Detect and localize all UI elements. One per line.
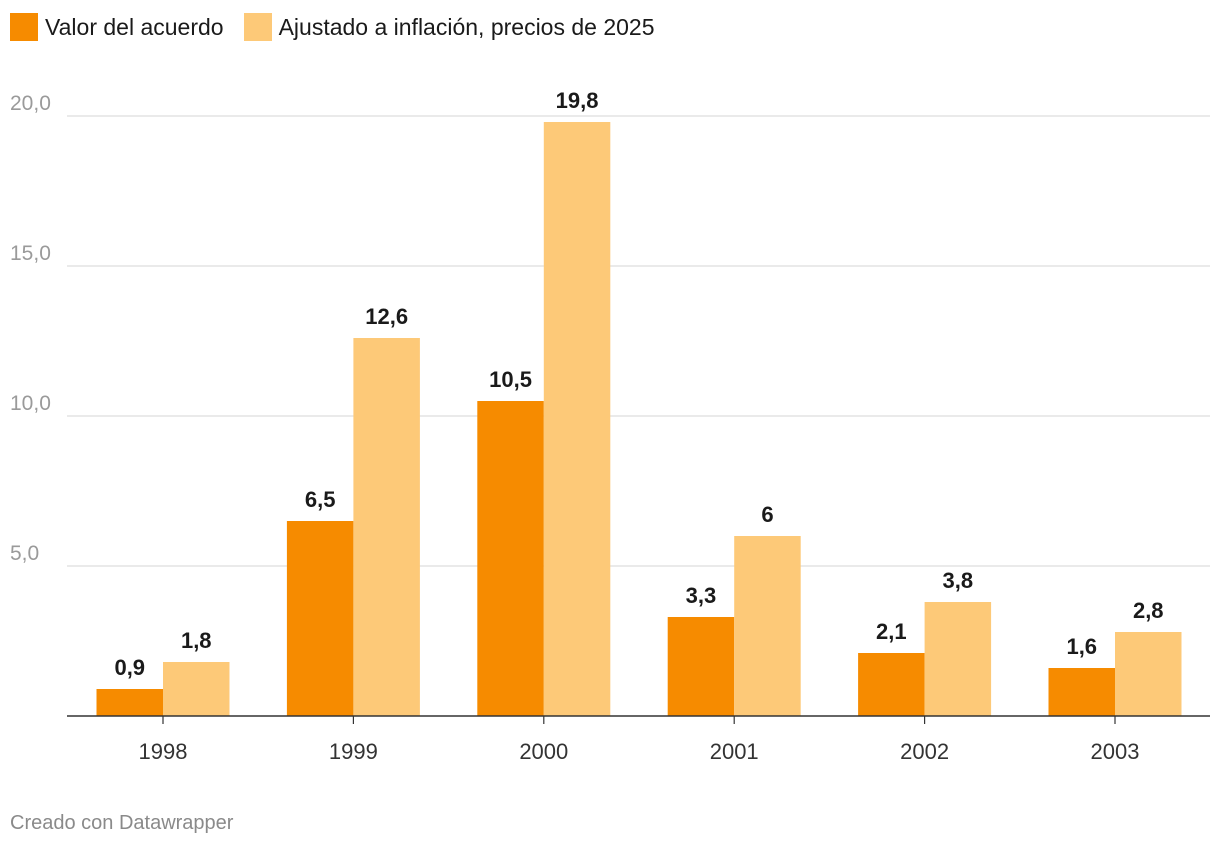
x-tick-label: 1998 (139, 739, 188, 764)
bar-value-label: 6 (761, 502, 773, 527)
bar-valor-2000 (477, 401, 544, 716)
y-tick-label: 5,0 (10, 542, 39, 565)
bar-value-label: 6,5 (305, 487, 336, 512)
bar-valor-1998 (96, 689, 163, 716)
x-tick-label: 2002 (900, 739, 949, 764)
y-tick-label: 20,0 (10, 92, 51, 115)
y-tick-label: 10,0 (10, 392, 51, 415)
legend-swatch-valor-del-acuerdo (10, 13, 38, 41)
bar-ajustado-2002 (924, 602, 992, 716)
bar-value-label: 1,6 (1066, 634, 1097, 659)
y-tick-label: 15,0 (10, 242, 51, 265)
x-tick-label: 2001 (710, 739, 759, 764)
bar-ajustado-1998 (163, 662, 230, 716)
bar-value-label: 2,1 (876, 619, 907, 644)
bar-ajustado-1999 (353, 338, 420, 716)
bar-value-label: 0,9 (114, 655, 145, 680)
bar-value-label: 19,8 (556, 88, 599, 113)
bar-value-label: 10,5 (489, 367, 532, 392)
legend-item-ajustado: Ajustado a inflación, precios de 2025 (243, 13, 655, 41)
legend-item-valor-del-acuerdo: Valor del acuerdo (10, 13, 224, 41)
bar-ajustado-2003 (1115, 632, 1182, 716)
bar-value-label: 2,8 (1133, 598, 1164, 623)
bar-ajustado-2000 (543, 122, 611, 716)
x-tick-label: 2003 (1091, 739, 1140, 764)
x-tick-label: 2000 (519, 739, 568, 764)
x-tick-label: 1999 (329, 739, 378, 764)
legend-label-ajustado: Ajustado a inflación, precios de 2025 (278, 14, 655, 40)
bar-valor-2001 (667, 617, 735, 716)
bar-value-label: 1,8 (181, 628, 212, 653)
bar-value-label: 3,8 (943, 568, 974, 593)
footer-credit: Creado con Datawrapper (10, 812, 234, 834)
bar-valor-1999 (286, 521, 354, 716)
bar-value-label: 3,3 (686, 583, 717, 608)
bar-ajustado-2001 (734, 536, 801, 716)
legend-label-valor-del-acuerdo: Valor del acuerdo (45, 14, 224, 40)
bar-valor-2003 (1048, 668, 1115, 716)
bar-valor-2002 (858, 653, 925, 716)
legend-swatch-ajustado (243, 13, 272, 41)
chart-legend: Valor del acuerdo Ajustado a inflación, … (10, 13, 655, 41)
bar-chart: 5,0 10,0 15,0 20,0 0,9 1,8 1998 6,5 12,6 1999 10,5… (10, 88, 1210, 764)
bar-value-label: 12,6 (365, 304, 408, 329)
